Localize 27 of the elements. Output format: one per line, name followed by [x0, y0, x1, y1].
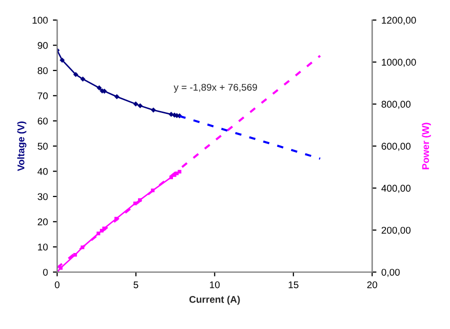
- y-tick-label: 60: [38, 118, 48, 124]
- x-tick-label: 10: [210, 281, 220, 288]
- x-tick-label: 0: [54, 281, 60, 288]
- y-tick-label: 20: [38, 218, 48, 226]
- y-tick-label: 50: [38, 142, 48, 150]
- y2-tick-label: 200,00: [382, 226, 411, 235]
- y-tick-label: 40: [38, 168, 48, 175]
- y-tick-label: 100: [32, 16, 48, 24]
- x-tick-label: 20: [367, 281, 378, 288]
- y2-tick-label: 400,00: [381, 184, 411, 193]
- y2-tick-label: 800,00: [382, 100, 411, 109]
- y-tick-label: 80: [38, 67, 48, 74]
- y-tick-label: 90: [38, 42, 48, 49]
- x-axis-title: Current (A): [189, 296, 240, 305]
- y-axis-title: Voltage (V): [17, 122, 26, 172]
- x-tick-label: 15: [288, 281, 298, 288]
- y-tick-label: 10: [38, 244, 48, 250]
- annotation: y = -1,89x + 76,569: [174, 84, 258, 93]
- x-tick-label: 5: [134, 281, 138, 288]
- y2-tick-label: 0,00: [382, 268, 400, 277]
- y-tick-label: 70: [38, 92, 48, 100]
- y2-tick-label: 1000,00: [382, 58, 416, 67]
- y-tick-label: 0: [43, 268, 48, 276]
- y2-tick-label: 600,00: [382, 142, 411, 151]
- y2-axis-title: Power (W): [422, 122, 431, 170]
- y2-tick-label: 1200,00: [382, 16, 416, 25]
- y-tick-label: 30: [38, 193, 48, 200]
